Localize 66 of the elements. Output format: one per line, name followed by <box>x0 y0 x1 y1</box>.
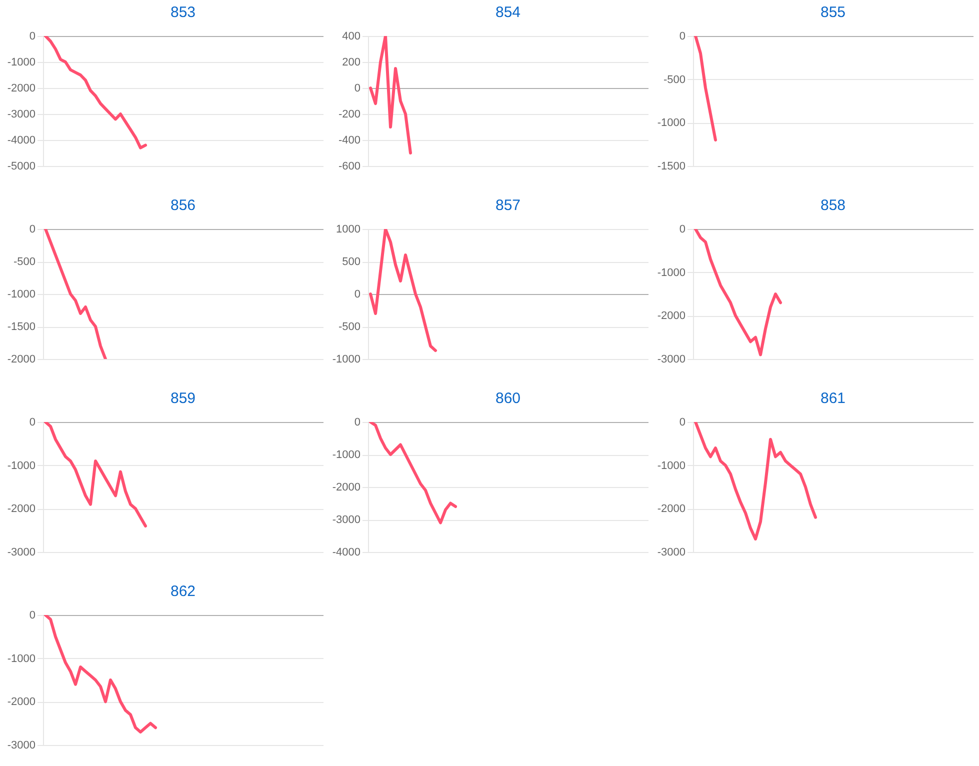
y-tick-label: -2000 <box>657 503 686 516</box>
line-series <box>44 36 147 150</box>
y-tick-label: -3000 <box>657 546 686 558</box>
y-tick-label: -1000 <box>657 266 686 279</box>
line-series <box>369 229 437 352</box>
chart-title: 860 <box>495 390 521 407</box>
y-tick-label: -2000 <box>7 82 36 94</box>
y-tick-label: 0 <box>354 288 360 300</box>
y-tick-label: -5000 <box>7 160 36 172</box>
y-tick-label: 200 <box>342 56 360 68</box>
line-series <box>369 422 457 524</box>
y-tick-label: -3000 <box>7 740 36 752</box>
y-tick-label: 0 <box>354 416 360 428</box>
y-tick-label: 500 <box>342 256 360 268</box>
y-tick-label: -2000 <box>7 696 36 708</box>
chart-title: 853 <box>170 4 196 21</box>
y-tick-label: -2000 <box>7 503 36 516</box>
y-tick-label: 0 <box>29 610 36 622</box>
y-tick-label: 0 <box>29 224 36 236</box>
y-tick-label: -1000 <box>7 460 36 472</box>
y-tick-label: -1000 <box>7 288 36 300</box>
y-tick-label: -1000 <box>7 56 36 68</box>
y-tick-label: -1500 <box>657 160 686 172</box>
y-tick-label: -500 <box>13 256 36 268</box>
y-tick-label: -2000 <box>657 310 686 322</box>
line-series <box>44 422 147 528</box>
y-tick-label: -1000 <box>657 460 686 472</box>
y-tick-label: -600 <box>338 160 360 172</box>
y-tick-label: 1000 <box>336 224 360 236</box>
line-series <box>694 229 782 356</box>
y-tick-label: 0 <box>29 30 36 42</box>
line-series <box>694 36 717 142</box>
y-tick-label: 0 <box>679 416 686 428</box>
y-tick-label: -3000 <box>657 354 686 366</box>
y-tick-label: 0 <box>679 30 686 42</box>
y-tick-label: -1000 <box>332 354 360 366</box>
y-tick-label: -4000 <box>332 546 360 558</box>
y-tick-label: -4000 <box>7 134 36 146</box>
y-tick-label: -200 <box>338 108 360 120</box>
y-tick-label: -1000 <box>657 117 686 130</box>
y-tick-label: 0 <box>354 82 360 94</box>
chart-title: 862 <box>170 583 196 600</box>
y-tick-label: 0 <box>29 416 36 428</box>
line-series <box>694 422 817 540</box>
chart-title: 855 <box>820 4 846 21</box>
y-tick-label: -3000 <box>332 514 360 526</box>
chart-title: 857 <box>495 197 521 214</box>
y-tick-label: -3000 <box>7 108 36 120</box>
y-tick-label: -2000 <box>332 482 360 494</box>
chart-title: 859 <box>170 390 196 407</box>
chart-title: 854 <box>495 4 521 21</box>
y-tick-label: -500 <box>663 74 686 86</box>
y-tick-label: -1000 <box>7 652 36 665</box>
line-series <box>44 615 157 734</box>
y-tick-label: -3000 <box>7 546 36 558</box>
y-tick-label: 400 <box>342 30 360 42</box>
y-tick-label: -1500 <box>7 321 36 333</box>
y-tick-label: -500 <box>338 321 360 333</box>
line-series <box>369 36 412 154</box>
chart-title: 861 <box>820 390 846 407</box>
chart-title: 856 <box>170 197 196 214</box>
y-tick-label: -1000 <box>332 449 360 461</box>
chart-title: 858 <box>820 197 846 214</box>
y-tick-label: -400 <box>338 134 360 146</box>
y-tick-label: -2000 <box>7 354 36 366</box>
y-tick-label: 0 <box>679 224 686 236</box>
